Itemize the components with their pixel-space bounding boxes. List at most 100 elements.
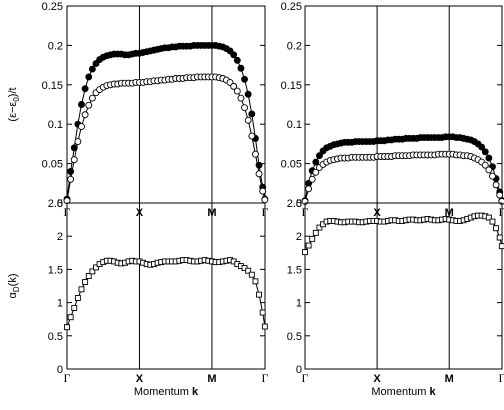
data-point [492, 181, 500, 189]
x-axis-title: Momentum k [371, 386, 436, 398]
x-tick-label: X [136, 373, 144, 385]
data-point [248, 132, 256, 140]
data-point [70, 156, 78, 164]
data-point [74, 295, 81, 301]
data-point [81, 111, 89, 119]
x-axis-title: Momentum k [134, 386, 199, 398]
data-point [493, 225, 500, 232]
y-axis-title-tail: (k) [7, 274, 19, 287]
data-point [230, 51, 238, 59]
y-tick-label: 0.25 [281, 1, 302, 13]
y-axis-title-main: α [7, 291, 19, 298]
data-point [498, 243, 504, 250]
data-point [244, 116, 252, 124]
y-axis-title-subscript: 0 [12, 97, 21, 102]
data-point [261, 196, 269, 204]
data-point [496, 234, 503, 241]
data-point [241, 75, 249, 83]
data-point [85, 101, 93, 109]
plot-frame [66, 202, 266, 370]
y-tick-label: 0.5 [287, 331, 302, 343]
data-point [233, 56, 241, 64]
panel-top-left: 00.050.10.150.20.25ΓXMΓ(ε−ε0)/t [7, 1, 269, 219]
panel-bottom-left: 0 0.5 1 1.5 2 2.5 Γ X M Γ Momentum k αD(k) [7, 198, 269, 398]
data-point [85, 273, 92, 279]
data-point [93, 264, 99, 271]
data-point [241, 104, 249, 112]
series-line [66, 44, 266, 200]
data-point [305, 242, 312, 249]
y-tick-label: 0.2 [48, 40, 63, 52]
data-point [82, 279, 89, 285]
data-point [255, 170, 263, 178]
data-point [489, 172, 496, 180]
data-point [478, 143, 486, 151]
x-axis-title-symbol: k [192, 386, 199, 398]
data-point [302, 249, 308, 256]
y-tick-label: 1.5 [287, 264, 302, 276]
y-axis-title: αD(k) [7, 274, 21, 299]
data-point [78, 286, 85, 293]
data-point [312, 158, 320, 166]
data-point [252, 278, 259, 285]
y-tick-label: 1 [296, 298, 302, 310]
data-point [237, 64, 245, 72]
data-point [256, 291, 263, 298]
y-tick-label: 0 [296, 198, 302, 210]
data-point [309, 235, 316, 242]
y-tick-label: 0.1 [48, 119, 63, 131]
x-tick-label: X [373, 373, 381, 385]
data-point [498, 197, 504, 205]
data-point [78, 123, 85, 131]
y-axis-title: (ε−ε0)/t [7, 87, 21, 121]
data-point [251, 150, 259, 158]
y-tick-label: 2.5 [287, 198, 302, 210]
series-filled-circle [301, 133, 504, 205]
data-point [489, 218, 496, 225]
data-point [78, 101, 85, 108]
data-point [261, 323, 268, 330]
y-tick-label: 0 [57, 198, 63, 210]
x-tick-label: Γ [64, 371, 71, 385]
data-point [85, 73, 93, 81]
data-point [67, 314, 74, 321]
y-tick-label: 0 [296, 364, 302, 376]
data-point [485, 214, 492, 221]
y-tick-label: 0.05 [42, 159, 63, 171]
data-point [315, 152, 323, 160]
data-point [81, 85, 89, 93]
y-tick-label: 0.2 [287, 40, 302, 52]
x-tick-label: M [445, 373, 454, 385]
data-point [481, 148, 489, 156]
data-point [496, 191, 504, 199]
y-axis-title-tail: )/t [7, 87, 19, 97]
data-point [481, 161, 489, 169]
data-point [308, 175, 316, 183]
y-tick-label: 0.25 [42, 1, 63, 13]
x-tick-label: Γ [262, 371, 269, 385]
data-point [316, 224, 323, 231]
data-point [312, 168, 320, 176]
data-point [233, 87, 241, 95]
y-tick-label: 1.5 [48, 264, 63, 276]
data-point [312, 229, 319, 236]
x-tick-label: Γ [499, 371, 504, 385]
y-tick-label: 0 [57, 364, 63, 376]
y-tick-label: 0.1 [287, 119, 302, 131]
x-axis-title-symbol: k [429, 386, 436, 398]
data-point [248, 110, 256, 118]
data-point [485, 154, 493, 162]
data-point [88, 65, 96, 73]
data-point [89, 268, 96, 275]
x-axis-title-text: Momentum [371, 386, 429, 398]
y-tick-label: 2 [296, 231, 302, 243]
data-point [71, 304, 78, 311]
data-point [305, 185, 313, 193]
data-point [248, 271, 255, 278]
y-axis-title-subscript: D [12, 286, 21, 292]
data-point [230, 82, 238, 90]
data-point [245, 267, 252, 274]
data-point [88, 94, 96, 102]
y-tick-label: 2.5 [48, 198, 63, 210]
